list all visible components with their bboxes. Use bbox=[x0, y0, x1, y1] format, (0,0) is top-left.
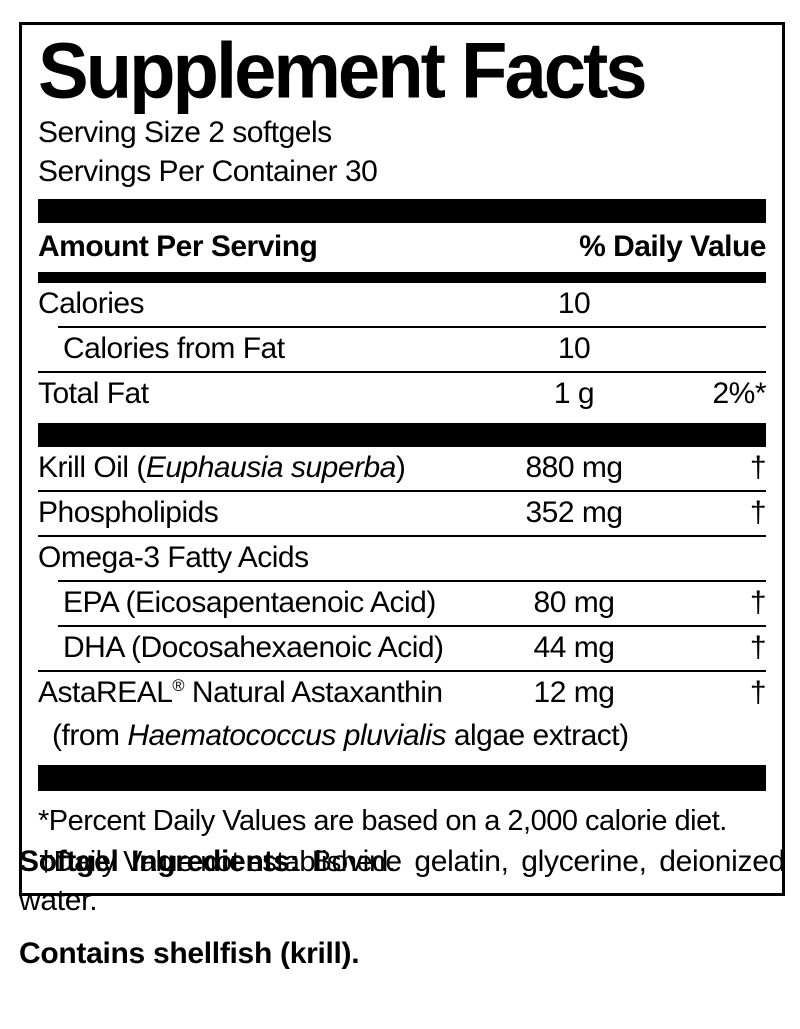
nutrient-row-phospholipids: Phospholipids 352 mg † bbox=[38, 492, 767, 535]
nutrient-amount: 10 bbox=[557, 287, 591, 321]
nutrient-dv: 2%* bbox=[712, 377, 766, 411]
separator-line bbox=[38, 669, 766, 672]
supplement-facts-panel: Supplement Facts Serving Size 2 softgels… bbox=[19, 22, 785, 897]
thick-bar-top bbox=[38, 198, 766, 223]
nutrient-name: Omega-3 Fatty Acids bbox=[38, 541, 309, 575]
footnote-percent-daily-value: *Percent Daily Values are based on a 2,0… bbox=[38, 804, 727, 837]
column-header-row: Amount Per Serving % Daily Value bbox=[38, 223, 766, 272]
nutrient-name: Krill Oil (Euphausia superba) bbox=[38, 451, 406, 485]
nutrient-name: AstaREAL® Natural Astaxanthin bbox=[38, 676, 443, 710]
nutrient-amount: 1 g bbox=[553, 377, 595, 411]
other-ingredients-section: Softgel Ingredients: Bovine gelatin, gly… bbox=[19, 842, 785, 971]
nutrient-row-calories-from-fat: Calories from Fat 10 bbox=[38, 328, 766, 371]
footnotes: *Percent Daily Values are based on a 2,0… bbox=[38, 791, 766, 883]
nutrient-name: Phospholipids bbox=[38, 496, 219, 530]
nutrient-row-astaxanthin-source: (from Haematococcus pluvialis algae extr… bbox=[38, 715, 766, 758]
nutrient-row-calories: Calories 10 bbox=[38, 283, 766, 326]
nutrient-dv: † bbox=[749, 631, 767, 665]
nutrient-dv: † bbox=[749, 496, 767, 530]
medium-bar bbox=[38, 271, 766, 283]
nutrient-amount: 10 bbox=[557, 332, 591, 366]
nutrient-row-dha: DHA (Docosahexaenoic Acid) 44 mg † bbox=[38, 627, 767, 670]
serving-size: Serving Size 2 softgels bbox=[38, 115, 332, 149]
separator-line bbox=[38, 489, 766, 492]
nutrient-dv: † bbox=[749, 676, 767, 710]
separator-line bbox=[38, 534, 766, 537]
registered-trademark-symbol: ® bbox=[172, 677, 185, 696]
servings-per-container: Servings Per Container 30 bbox=[38, 155, 378, 189]
softgel-ingredients-text: Bovine gelatin, glycerine, deionized wat… bbox=[19, 845, 785, 917]
softgel-ingredients-label: Softgel Ingredients: bbox=[19, 845, 300, 878]
thick-bar-middle bbox=[38, 422, 766, 447]
panel-title: Supplement Facts bbox=[38, 26, 648, 116]
nutrient-dv: † bbox=[749, 451, 767, 485]
nutrient-amount: 12 mg bbox=[533, 676, 615, 710]
nutrient-row-epa: EPA (Eicosapentaenoic Acid) 80 mg † bbox=[38, 582, 767, 625]
nutrient-name: EPA (Eicosapentaenoic Acid) bbox=[63, 586, 436, 620]
nutrient-row-krill-oil: Krill Oil (Euphausia superba) 880 mg † bbox=[38, 447, 767, 490]
allergen-contains-statement: Contains shellfish (krill). bbox=[19, 937, 360, 970]
separator-line bbox=[58, 579, 766, 582]
nutrient-name: Calories from Fat bbox=[63, 332, 285, 366]
nutrient-dv: † bbox=[749, 586, 767, 620]
separator-line bbox=[58, 624, 766, 627]
footnote-daily-value-not-established: †Daily Value not established. bbox=[38, 845, 396, 878]
percent-daily-value-header: % Daily Value bbox=[579, 229, 766, 263]
nutrient-amount: 880 mg bbox=[525, 451, 623, 485]
nutrient-row-total-fat: Total Fat 1 g 2%* bbox=[38, 373, 767, 416]
nutrient-name: DHA (Docosahexaenoic Acid) bbox=[63, 631, 444, 665]
nutrient-amount: 352 mg bbox=[525, 496, 623, 530]
softgel-ingredients-statement: Softgel Ingredients: Bovine gelatin, gly… bbox=[19, 842, 785, 920]
thick-bar-bottom bbox=[38, 764, 766, 791]
nutrient-name: (from Haematococcus pluvialis algae extr… bbox=[52, 719, 629, 753]
nutrient-name: Total Fat bbox=[38, 377, 149, 411]
amount-per-serving-header: Amount Per Serving bbox=[38, 229, 318, 263]
separator-line bbox=[58, 325, 766, 328]
separator-line bbox=[38, 370, 766, 373]
nutrient-name: Calories bbox=[38, 287, 145, 321]
nutrient-amount: 80 mg bbox=[533, 586, 615, 620]
nutrient-amount: 44 mg bbox=[533, 631, 615, 665]
nutrient-row-astaxanthin: AstaREAL® Natural Astaxanthin 12 mg † bbox=[38, 672, 767, 715]
nutrient-row-omega3: Omega-3 Fatty Acids bbox=[38, 537, 766, 580]
